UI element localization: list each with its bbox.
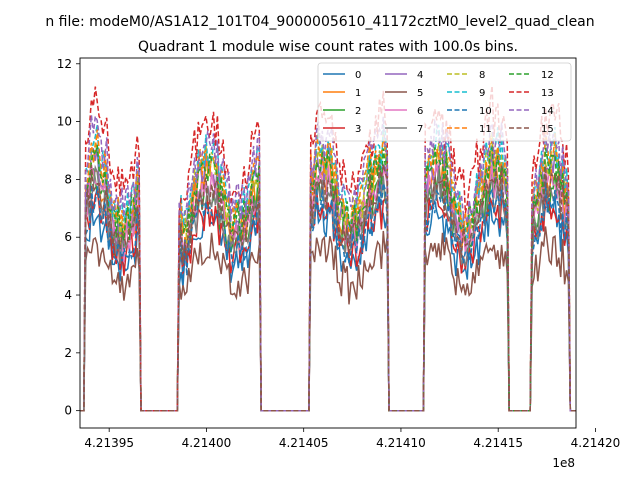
legend-label-9: 9	[479, 88, 485, 99]
legend-label-2: 2	[355, 106, 361, 117]
y-tick-label: 8	[64, 172, 72, 186]
legend-label-1: 1	[355, 88, 361, 99]
legend-label-12: 12	[541, 70, 554, 81]
x-axis: 4.21395 4.21400 4.21405 4.21410 4.21415 4.214…	[84, 428, 620, 450]
legend-label-11: 11	[479, 124, 492, 135]
legend-label-0: 0	[355, 70, 361, 81]
x-tick-label: 4.21415	[473, 436, 523, 450]
y-tick-label: 4	[64, 288, 72, 302]
series-layer	[80, 85, 576, 412]
y-tick-label: 2	[64, 346, 72, 360]
legend-label-10: 10	[479, 106, 492, 117]
y-axis: 0 2 4 6 8 10 12	[57, 57, 80, 418]
legend-frame	[317, 62, 572, 142]
legend-label-15: 15	[541, 124, 554, 135]
legend-label-13: 13	[541, 88, 554, 99]
x-tick-label: 4.21405	[279, 436, 329, 450]
chart-title: Quadrant 1 module wise count rates with …	[138, 39, 518, 55]
y-tick-label: 10	[57, 115, 72, 129]
y-tick-label: 0	[64, 404, 72, 418]
legend-label-3: 3	[355, 124, 361, 135]
legend-label-8: 8	[479, 70, 485, 81]
x-tick-label: 4.21420	[571, 436, 621, 450]
y-tick-label: 6	[64, 230, 72, 244]
legend-label-6: 6	[417, 106, 423, 117]
x-tick-label: 4.21400	[182, 436, 232, 450]
y-tick-label: 12	[57, 57, 72, 71]
plot-frame	[79, 57, 577, 429]
figure-suptitle: n file: modeM0/AS1A12_101T04_9000005610_…	[45, 14, 594, 30]
series-line-0	[80, 193, 576, 412]
x-tick-label: 4.21410	[376, 436, 426, 450]
x-tick-label: 4.21395	[84, 436, 134, 450]
legend-label-5: 5	[417, 88, 423, 99]
legend-label-4: 4	[417, 70, 423, 81]
x-offset-label: 1e8	[552, 456, 575, 470]
series-line-15	[80, 164, 576, 412]
legend-label-14: 14	[541, 106, 554, 117]
legend-label-7: 7	[417, 124, 423, 135]
series-line-5	[80, 226, 576, 412]
